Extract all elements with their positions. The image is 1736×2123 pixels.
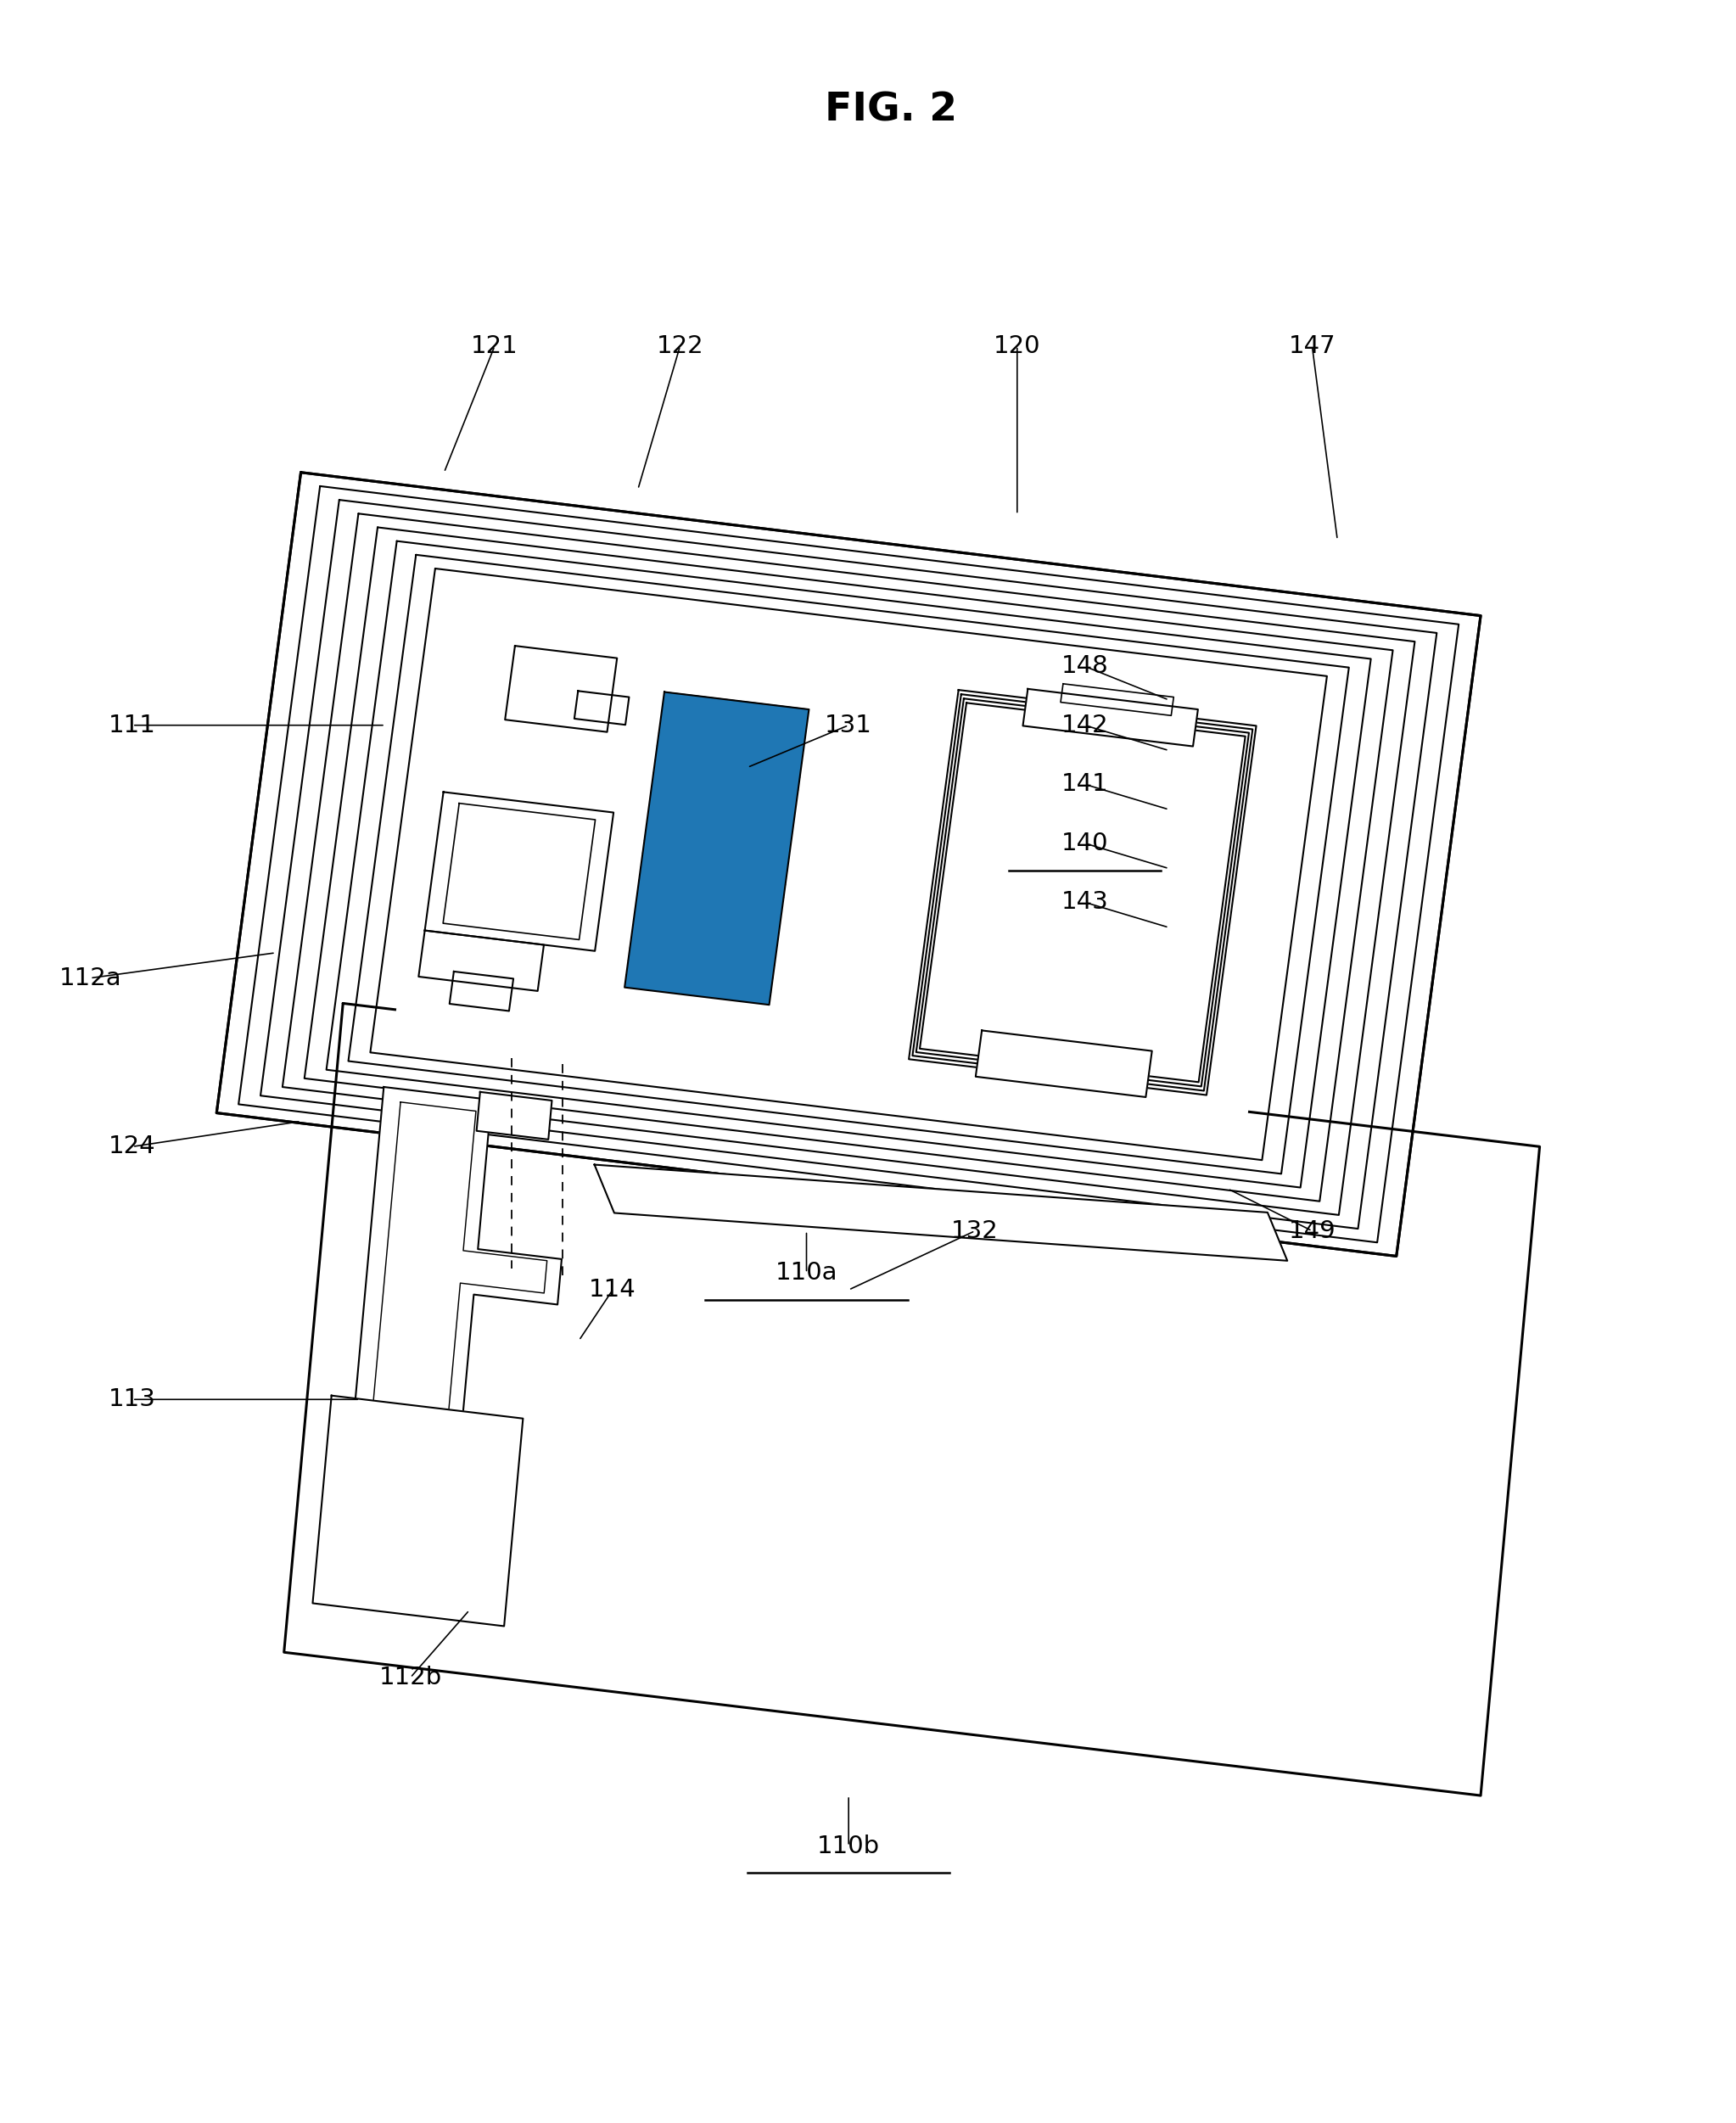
Polygon shape [418, 930, 543, 991]
Polygon shape [312, 1395, 523, 1626]
Text: 149: 149 [1288, 1219, 1335, 1242]
Polygon shape [660, 720, 806, 749]
Polygon shape [663, 692, 809, 724]
Text: 143: 143 [1061, 890, 1108, 915]
Polygon shape [1061, 684, 1174, 715]
Polygon shape [443, 802, 595, 940]
Polygon shape [644, 826, 792, 858]
Text: 132: 132 [951, 1219, 998, 1242]
Text: 140: 140 [1061, 832, 1108, 856]
Polygon shape [913, 694, 1253, 1091]
Polygon shape [575, 690, 628, 724]
Polygon shape [477, 1091, 552, 1140]
Polygon shape [392, 582, 1305, 1146]
Polygon shape [976, 1030, 1153, 1098]
Polygon shape [217, 473, 1481, 1257]
Text: 114: 114 [589, 1278, 637, 1301]
Polygon shape [637, 879, 783, 911]
Polygon shape [594, 1166, 1288, 1261]
Polygon shape [625, 692, 809, 1004]
Polygon shape [505, 645, 616, 732]
Polygon shape [910, 690, 1257, 1095]
Text: 110a: 110a [776, 1261, 838, 1284]
Text: 111: 111 [109, 713, 156, 737]
Text: 141: 141 [1061, 773, 1108, 796]
Text: 110b: 110b [818, 1834, 880, 1858]
Polygon shape [920, 703, 1245, 1083]
Text: 113: 113 [109, 1388, 156, 1412]
Polygon shape [648, 800, 795, 830]
Polygon shape [630, 934, 776, 966]
Text: 124: 124 [109, 1134, 156, 1159]
Text: 120: 120 [993, 333, 1040, 359]
Polygon shape [641, 853, 786, 885]
Text: 148: 148 [1061, 654, 1108, 677]
Polygon shape [1023, 688, 1198, 747]
Polygon shape [627, 960, 773, 991]
Text: 147: 147 [1288, 333, 1335, 359]
Text: 131: 131 [825, 713, 871, 737]
Polygon shape [425, 792, 613, 951]
Polygon shape [285, 1004, 1540, 1796]
Polygon shape [917, 698, 1248, 1087]
Polygon shape [654, 745, 802, 777]
Text: 112b: 112b [378, 1667, 443, 1690]
Polygon shape [634, 907, 779, 938]
Polygon shape [349, 1087, 562, 1488]
Text: 121: 121 [470, 333, 519, 359]
Polygon shape [651, 773, 799, 805]
Text: FIG. 2: FIG. 2 [825, 91, 957, 130]
Polygon shape [450, 972, 514, 1011]
Text: 142: 142 [1061, 713, 1108, 737]
Polygon shape [924, 707, 1241, 1078]
Text: 122: 122 [656, 333, 703, 359]
Text: 112a: 112a [59, 966, 122, 989]
